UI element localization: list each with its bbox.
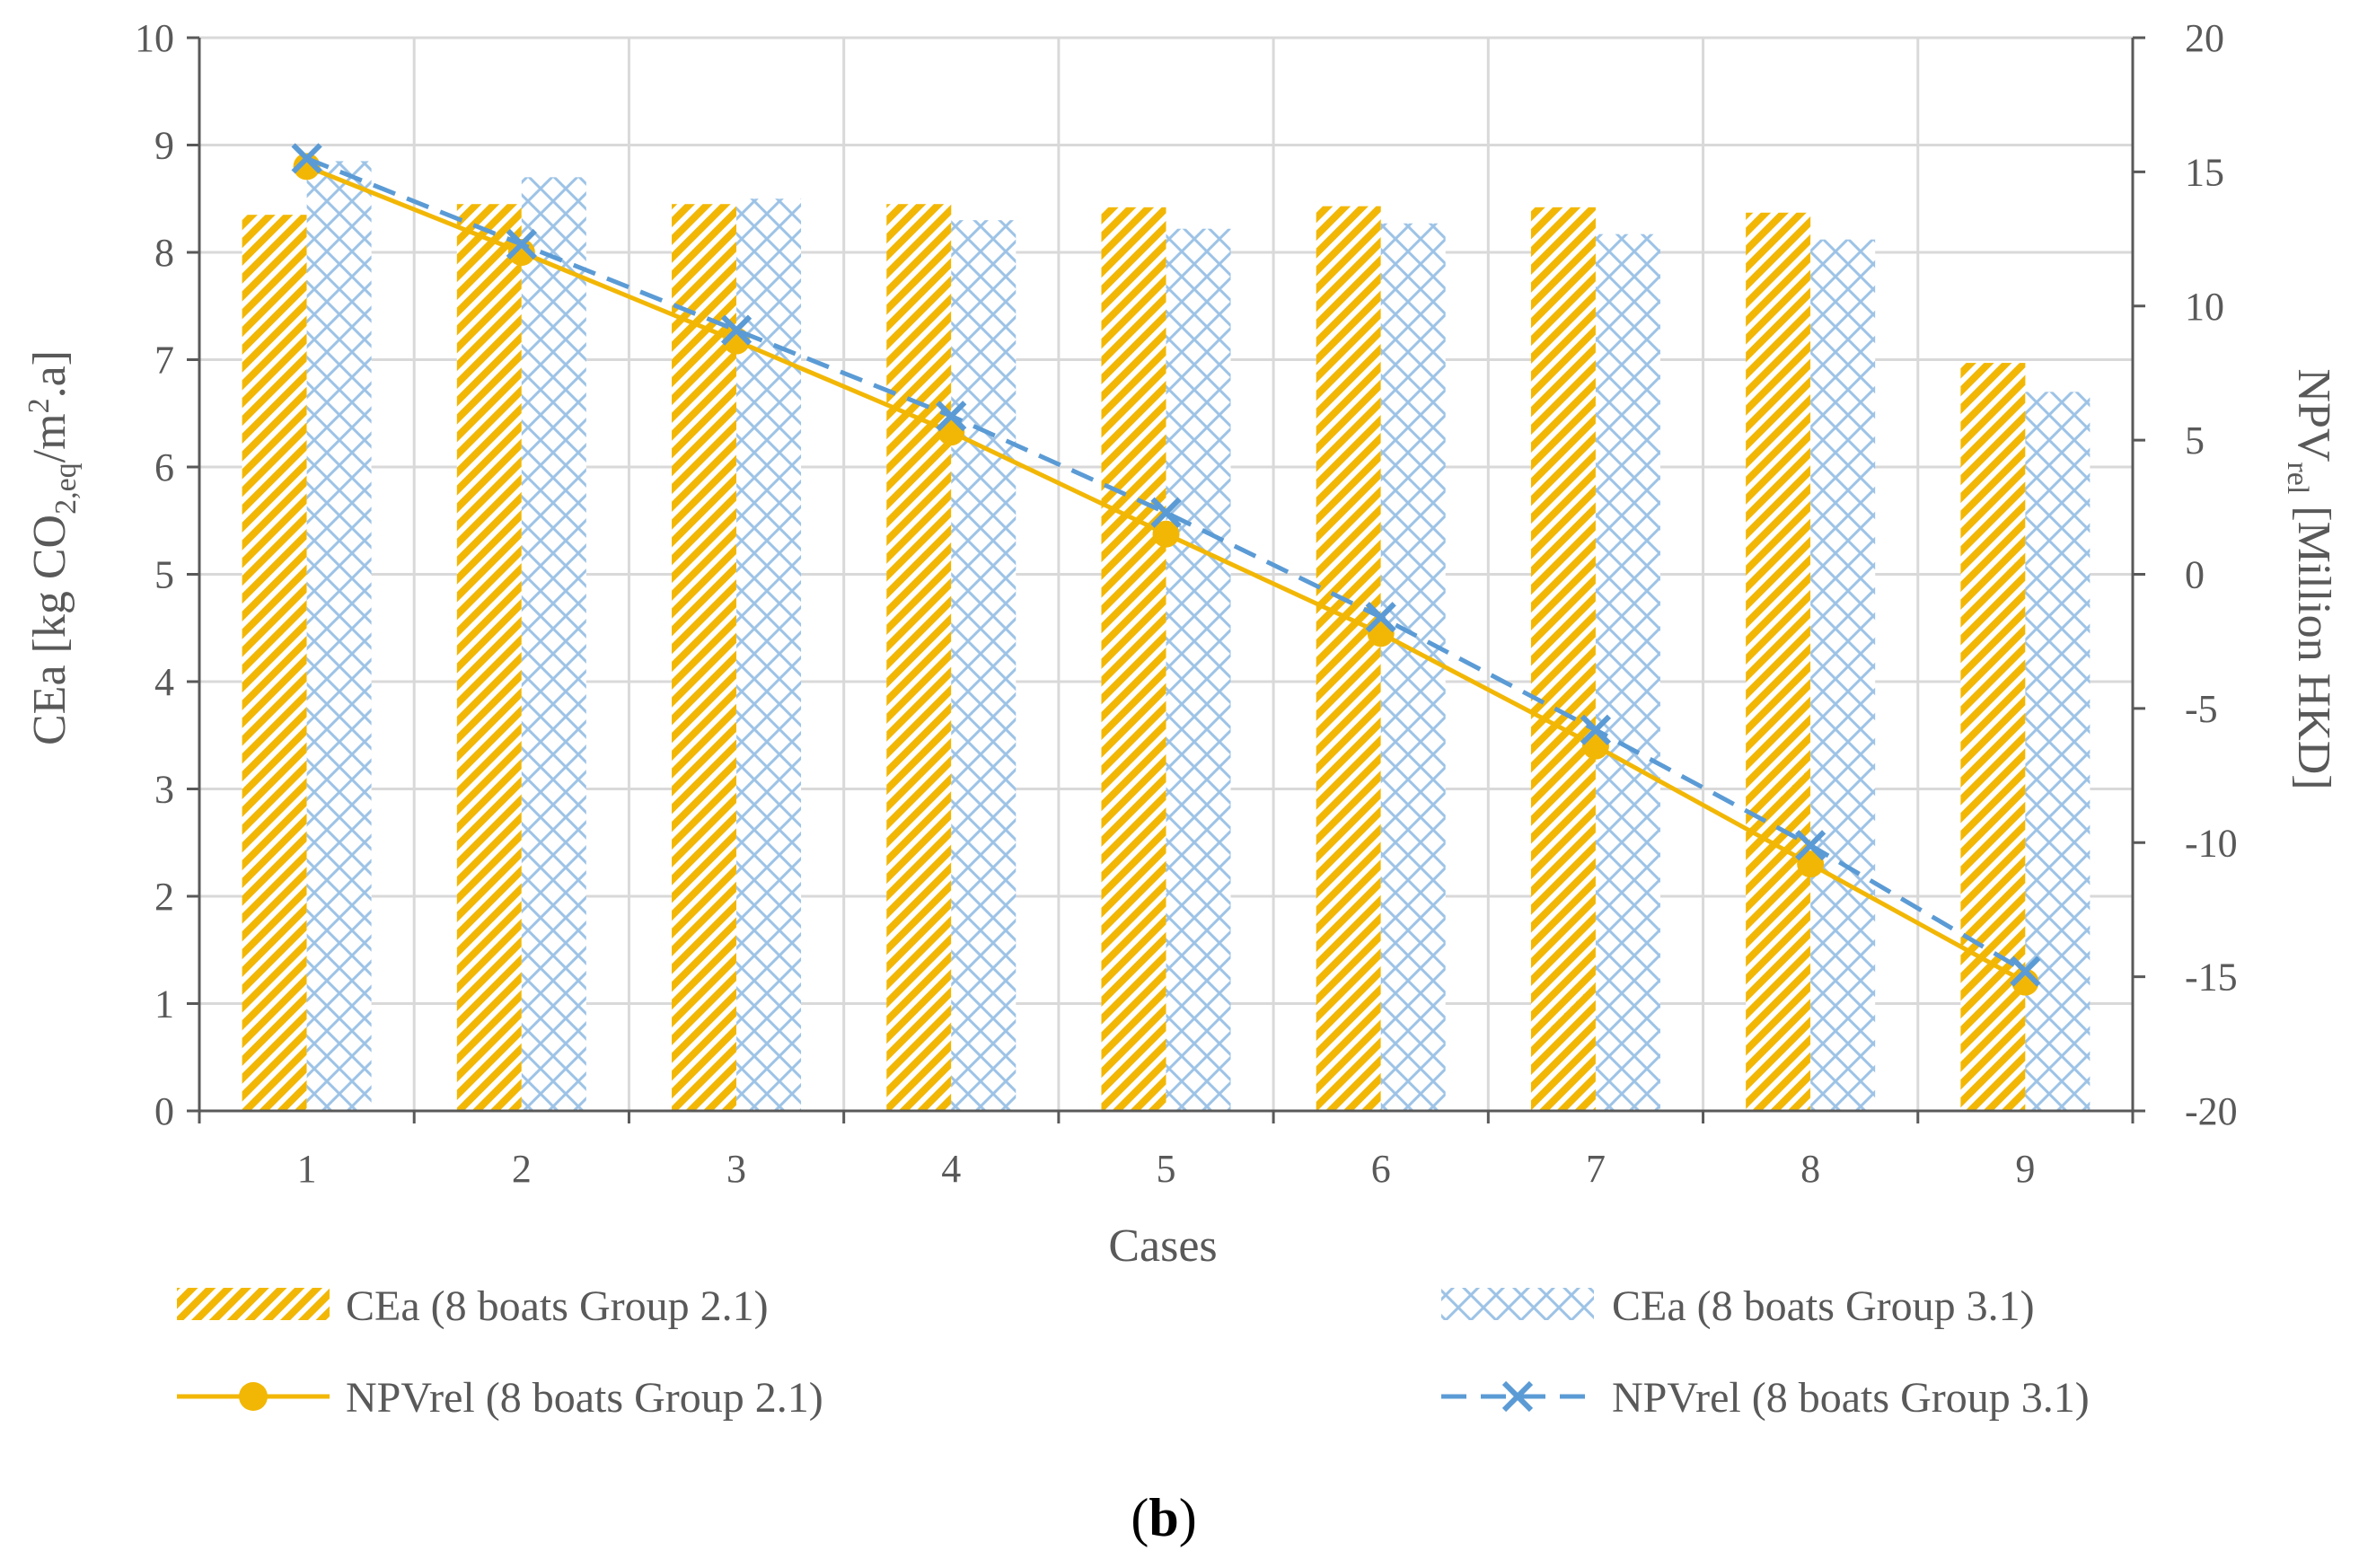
legend-item-bar-series-1: CEa (8 boats Group 3.1) (1441, 1282, 2035, 1330)
y-right-tick-label-8: 20 (2185, 16, 2224, 60)
y-left-tick-label-2: 2 (154, 875, 174, 919)
bar-0-2 (456, 204, 522, 1112)
y-right-tick-label-1: -15 (2185, 956, 2238, 1000)
x-tick-label-7: 8 (1800, 1147, 1820, 1191)
y-left-tick-label-0: 0 (154, 1089, 174, 1133)
y-left-tick-label-4: 4 (154, 660, 174, 704)
y-right-tick-label-7: 15 (2185, 150, 2224, 194)
y-axis-left-title: CEa [kg CO2,eq/m2.a] (22, 350, 83, 745)
line-series-1 (305, 156, 2027, 973)
point-1-5 (1150, 497, 1182, 528)
y-axis-right-title: NPVrel [Million HKD] (2281, 368, 2339, 789)
x-tick-label-1: 2 (512, 1147, 532, 1191)
legend-swatch-bar-series-0 (177, 1288, 330, 1320)
bar-0-9 (1960, 363, 2026, 1112)
point-1-4 (936, 401, 967, 432)
point-1-3 (720, 314, 753, 346)
bar-1-7 (1595, 233, 1660, 1111)
point-0-5 (1152, 520, 1180, 548)
bar-0-4 (886, 204, 952, 1112)
bar-1-2 (521, 177, 586, 1112)
bar-0-6 (1316, 206, 1381, 1112)
point-1-6 (1365, 602, 1396, 633)
y-right-tick-label-2: -10 (2185, 821, 2238, 865)
legend: CEa (8 boats Group 2.1) CEa (8 boats Gro… (177, 1282, 2090, 1422)
bar-0-3 (672, 204, 737, 1112)
legend-label-line-series-0: NPVrel (8 boats Group 2.1) (346, 1374, 823, 1422)
bar-0-5 (1101, 207, 1166, 1111)
bar-1-6 (1380, 223, 1446, 1112)
x-tick-label-3: 4 (941, 1147, 961, 1191)
y-left-tick-label-7: 7 (154, 339, 174, 383)
bar-0-7 (1530, 207, 1596, 1111)
y-right-tick-label-6: 10 (2185, 285, 2224, 329)
x-axis-title: Cases (1108, 1220, 1217, 1272)
lines (291, 143, 2041, 996)
x-tick-label-0: 1 (297, 1147, 317, 1191)
y-left-tick-label-5: 5 (154, 553, 174, 597)
legend-label-bar-series-1: CEa (8 boats Group 3.1) (1612, 1282, 2035, 1330)
legend-item-bar-series-0: CEa (8 boats Group 2.1) (177, 1282, 769, 1330)
axes (187, 36, 2145, 1123)
legend-item-line-series-0: NPVrel (8 boats Group 2.1) (177, 1374, 823, 1422)
legend-item-line-series-1: NPVrel (8 boats Group 3.1) (1441, 1374, 2090, 1422)
legend-label-bar-series-0: CEa (8 boats Group 2.1) (346, 1282, 769, 1330)
bar-1-1 (306, 161, 372, 1111)
bar-0-8 (1746, 212, 1811, 1111)
bars (242, 161, 2091, 1112)
point-0-8 (1797, 850, 1825, 878)
x-tick-label-2: 3 (726, 1147, 746, 1191)
y-left-tick-label-1: 1 (154, 982, 174, 1026)
y-right-tick-label-0: -20 (2185, 1089, 2238, 1133)
figure-caption: (b) (1131, 1488, 1196, 1547)
legend-marker-line-series-0 (239, 1382, 268, 1411)
legend-swatch-bar-series-1 (1441, 1288, 1594, 1320)
y-left-tick-label-3: 3 (154, 768, 174, 812)
legend-label-line-series-1: NPVrel (8 boats Group 3.1) (1612, 1374, 2090, 1422)
y-left-tick-label-9: 9 (154, 124, 174, 168)
y-right-tick-label-4: 0 (2185, 553, 2205, 597)
bar-1-8 (1810, 239, 1876, 1111)
point-1-9 (2010, 956, 2041, 987)
y-right-tick-label-5: 5 (2185, 418, 2205, 462)
x-tick-label-6: 7 (1586, 1147, 1606, 1191)
y-right-tick-label-3: -5 (2185, 687, 2218, 731)
bar-1-5 (1166, 228, 1231, 1111)
point-1-8 (1795, 830, 1826, 861)
x-tick-label-4: 5 (1157, 1147, 1176, 1191)
y-left-tick-label-8: 8 (154, 231, 174, 275)
y-left-tick-label-6: 6 (154, 445, 174, 489)
point-1-1 (291, 143, 322, 174)
point-1-7 (1580, 714, 1612, 745)
y-left-tick-label-10: 10 (135, 16, 174, 60)
x-tick-label-8: 9 (2015, 1147, 2035, 1191)
tick-labels: 0 1 2 3 4 5 6 7 8 9 10 -20 -15 -10 -5 0 5 10 15 20 1 2 3 4 5 6 7 8 9 (135, 16, 2238, 1191)
bar-1-9 (2025, 392, 2091, 1112)
point-1-2 (506, 228, 537, 260)
bar-0-1 (242, 215, 307, 1112)
bar-1-4 (951, 220, 1017, 1111)
x-tick-label-5: 6 (1371, 1147, 1391, 1191)
legend-marker-line-series-1 (1501, 1380, 1534, 1413)
